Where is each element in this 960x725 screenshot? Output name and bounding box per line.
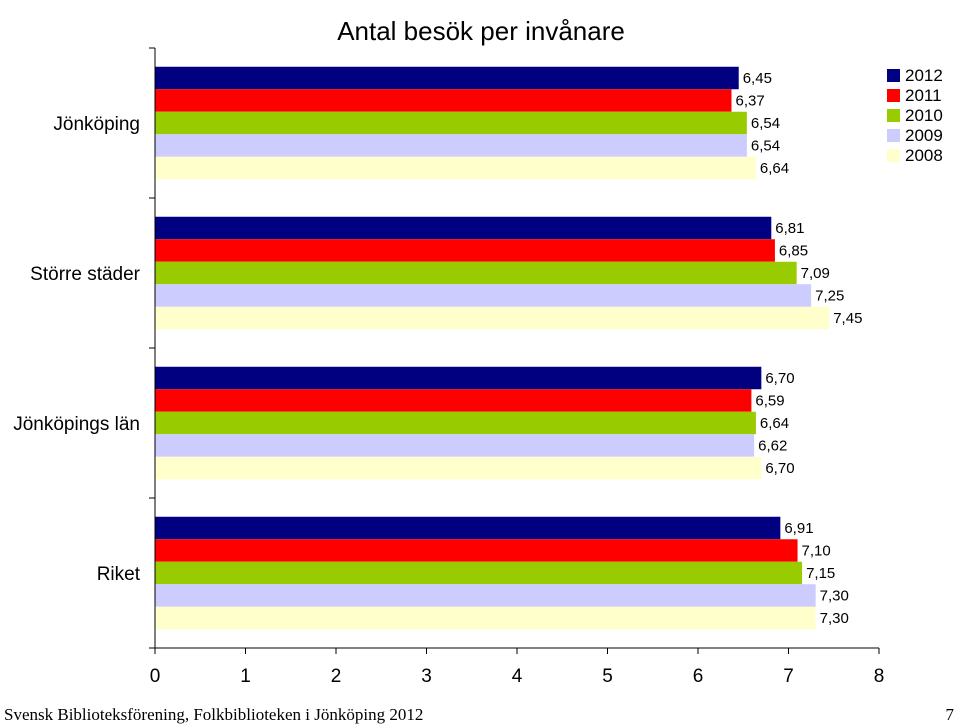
x-tick-label-6: 6 <box>693 666 704 687</box>
data-label-0-2008: 6,64 <box>760 160 789 177</box>
data-label-2-2008: 6,70 <box>765 460 794 477</box>
bars-layer: 6,45 6,37 6,54 6,54 6,64 6,81 6,85 7,09 7,25 7,45… <box>155 66 862 630</box>
bar-3-2010 <box>155 561 803 585</box>
bar-0-2010 <box>155 111 747 135</box>
data-label-2-2009: 6,62 <box>758 438 787 455</box>
bar-3-2012 <box>155 516 781 540</box>
data-label-0-2011: 6,37 <box>735 93 764 110</box>
x-tick-label-2: 2 <box>331 666 342 687</box>
legend-label-2012: 2012 <box>905 66 943 85</box>
chart-title: Antal besök per invånare <box>337 16 625 46</box>
category-label-2: Jönköpings län <box>13 414 140 435</box>
category-label-0: Jönköping <box>53 114 140 135</box>
data-label-1-2011: 6,85 <box>779 243 808 260</box>
bar-1-2012 <box>155 216 772 240</box>
x-tick-label-0: 0 <box>150 666 161 687</box>
bar-0-2009 <box>155 134 747 157</box>
data-label-2-2011: 6,59 <box>755 393 784 410</box>
data-label-0-2010: 6,54 <box>751 115 780 132</box>
bar-0-2011 <box>155 89 732 112</box>
x-tick-label-4: 4 <box>512 666 523 687</box>
data-label-1-2008: 7,45 <box>833 310 862 327</box>
data-label-1-2012: 6,81 <box>775 220 804 237</box>
x-tick-label-5: 5 <box>602 666 613 687</box>
legend-swatch-2008 <box>887 149 900 162</box>
bar-2-2009 <box>155 434 755 457</box>
data-label-3-2012: 6,91 <box>784 520 813 537</box>
bar-2-2010 <box>155 411 756 435</box>
legend-swatch-2011 <box>887 89 900 102</box>
data-label-3-2011: 7,10 <box>802 543 831 560</box>
bar-2-2012 <box>155 366 762 390</box>
data-label-2-2012: 6,70 <box>765 370 794 387</box>
data-label-3-2009: 7,30 <box>820 588 849 605</box>
data-label-0-2012: 6,45 <box>743 70 772 87</box>
legend-swatch-2010 <box>887 109 900 122</box>
footer-source-text: Svensk Biblioteksförening, Folkbibliotek… <box>4 705 424 724</box>
data-label-0-2009: 6,54 <box>751 138 780 155</box>
bar-1-2008 <box>155 306 830 330</box>
data-label-3-2008: 7,30 <box>820 610 849 627</box>
axis-layer: Jönköping Större städer Jönköpings län Rike… <box>13 47 885 687</box>
category-label-3: Riket <box>97 564 141 585</box>
data-label-1-2009: 7,25 <box>815 288 844 305</box>
x-tick-label-1: 1 <box>240 666 251 687</box>
bar-2-2008 <box>155 456 762 480</box>
legend-label-2011: 2011 <box>905 86 942 105</box>
bar-3-2009 <box>155 584 816 607</box>
bar-1-2010 <box>155 261 797 285</box>
bar-0-2008 <box>155 156 756 180</box>
legend-swatch-2012 <box>887 69 900 82</box>
bar-3-2011 <box>155 539 798 562</box>
bar-2-2011 <box>155 389 752 412</box>
x-tick-label-3: 3 <box>421 666 432 687</box>
bar-1-2011 <box>155 239 775 262</box>
bar-0-2012 <box>155 66 739 90</box>
legend-label-2008: 2008 <box>905 146 943 165</box>
bar-3-2008 <box>155 606 816 630</box>
legend-label-2010: 2010 <box>905 106 943 125</box>
category-label-1: Större städer <box>30 264 140 285</box>
data-label-1-2010: 7,09 <box>801 265 830 282</box>
data-label-3-2010: 7,15 <box>806 565 835 582</box>
data-label-2-2010: 6,64 <box>760 415 789 432</box>
x-tick-label-8: 8 <box>874 666 885 687</box>
legend-swatch-2009 <box>887 129 900 142</box>
legend-label-2009: 2009 <box>905 126 943 145</box>
bar-1-2009 <box>155 284 812 307</box>
page-number: 7 <box>945 705 955 724</box>
x-tick-label-7: 7 <box>783 666 794 687</box>
